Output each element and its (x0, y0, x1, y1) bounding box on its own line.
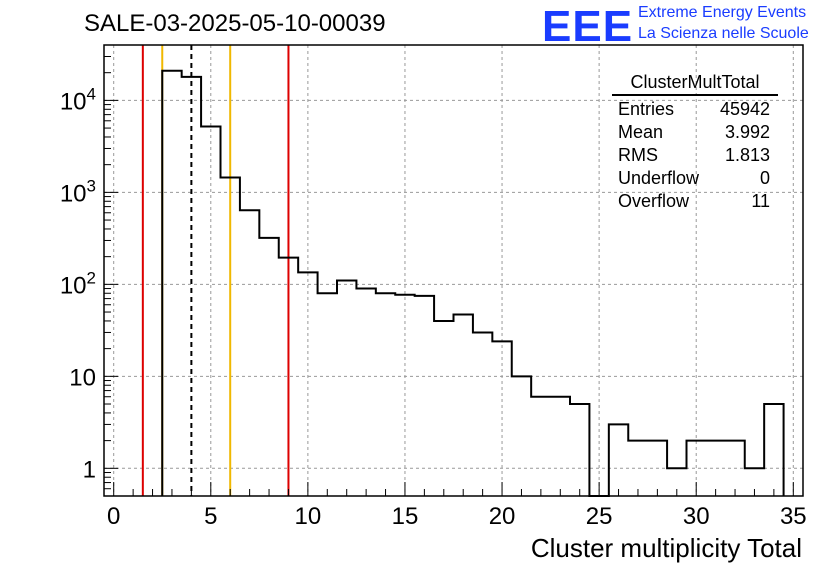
y-tick-label: 1 (83, 456, 96, 483)
stats-row-overflow: Overflow 11 (612, 190, 778, 213)
stats-value: 0 (759, 168, 770, 188)
x-tick-label: 10 (295, 503, 322, 530)
logo-line-1: Extreme Energy Events (638, 4, 807, 21)
marker-lines (141, 45, 290, 496)
x-tick-label: 0 (107, 503, 120, 530)
logo-line-2: La Scienza nelle Scuole (638, 25, 809, 42)
stats-label: Mean (618, 122, 664, 142)
y-tick-label: 102 (60, 268, 96, 299)
stats-row-mean: Mean 3.992 (612, 121, 778, 144)
x-axis-ticks: 0 5 10 15 20 25 30 35 (107, 482, 807, 530)
histogram-outline (161, 69, 785, 497)
stats-row-entries: Entries 45942 (612, 98, 778, 121)
x-tick-label: 25 (586, 503, 613, 530)
stats-label: Entries (618, 99, 675, 119)
x-tick-label: 35 (780, 503, 807, 530)
x-axis-label: Cluster multiplicity Total (530, 533, 802, 563)
stats-label: RMS (618, 145, 658, 165)
x-tick-label: 5 (204, 503, 217, 530)
y-tick-label: 10 (69, 364, 96, 391)
stats-value: 3.992 (724, 122, 770, 142)
y-tick-label: 104 (60, 84, 96, 115)
stats-row-underflow: Underflow 0 (612, 167, 778, 190)
eee-logo-mark: EEE (542, 2, 634, 51)
plot-frame (103, 44, 804, 497)
stats-label: Underflow (618, 168, 700, 188)
stats-box: ClusterMultTotal Entries 45942 Mean 3.99… (612, 72, 778, 213)
x-tick-label: 20 (489, 503, 516, 530)
stats-value: 1.813 (724, 145, 770, 165)
x-tick-label: 30 (683, 503, 710, 530)
stats-value: 11 (751, 191, 770, 211)
y-axis-ticks: 1 10 102 103 104 (60, 44, 118, 497)
y-tick-label: 103 (60, 176, 96, 207)
stats-value: 45942 (719, 99, 770, 119)
plot-title: SALE-03-2025-05-10-00039 (84, 10, 386, 37)
stats-label: Overflow (618, 191, 690, 211)
stats-row-rms: RMS 1.813 (612, 144, 778, 167)
x-tick-label: 15 (392, 503, 419, 530)
stats-title: ClusterMultTotal (612, 72, 778, 96)
